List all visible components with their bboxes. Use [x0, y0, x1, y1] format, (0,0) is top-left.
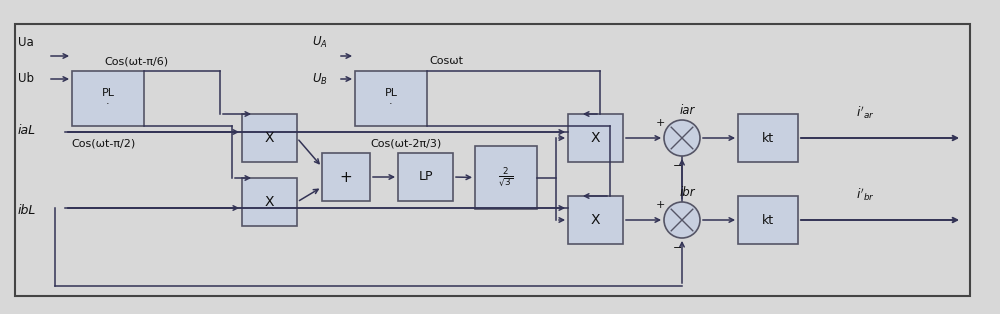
- Text: Cos(ωt-π/2): Cos(ωt-π/2): [71, 138, 135, 148]
- Text: $i'_{ar}$: $i'_{ar}$: [856, 105, 874, 121]
- FancyBboxPatch shape: [355, 71, 427, 126]
- Text: −: −: [673, 243, 683, 253]
- Text: ibr: ibr: [679, 186, 695, 198]
- Text: X: X: [265, 195, 274, 209]
- FancyBboxPatch shape: [568, 114, 623, 162]
- Text: −: −: [673, 161, 683, 171]
- FancyBboxPatch shape: [738, 196, 798, 244]
- FancyBboxPatch shape: [738, 114, 798, 162]
- Text: ibL: ibL: [18, 203, 36, 216]
- Text: Cosωt: Cosωt: [429, 56, 463, 66]
- Text: $\frac{2}{\sqrt{3}}$: $\frac{2}{\sqrt{3}}$: [498, 166, 514, 189]
- Text: X: X: [591, 213, 600, 227]
- FancyBboxPatch shape: [72, 71, 144, 126]
- Text: Ub: Ub: [18, 73, 34, 85]
- Text: PL
·: PL ·: [102, 88, 114, 109]
- Text: Cos(ωt-π/6): Cos(ωt-π/6): [104, 56, 168, 66]
- Text: +: +: [340, 170, 352, 185]
- Text: +: +: [656, 118, 665, 128]
- FancyBboxPatch shape: [322, 153, 370, 201]
- FancyBboxPatch shape: [475, 146, 537, 209]
- Text: iaL: iaL: [18, 123, 36, 137]
- Text: X: X: [265, 131, 274, 145]
- Text: $i'_{br}$: $i'_{br}$: [856, 187, 874, 203]
- Circle shape: [664, 202, 700, 238]
- Text: LP: LP: [418, 171, 433, 183]
- Text: kt: kt: [762, 214, 774, 226]
- Circle shape: [664, 120, 700, 156]
- Text: +: +: [656, 200, 665, 210]
- Text: kt: kt: [762, 132, 774, 144]
- Text: $U_A$: $U_A$: [312, 35, 328, 50]
- FancyBboxPatch shape: [398, 153, 453, 201]
- Text: iar: iar: [679, 104, 695, 116]
- Text: X: X: [591, 131, 600, 145]
- Text: $U_B$: $U_B$: [312, 72, 328, 87]
- Text: Cos(ωt-2π/3): Cos(ωt-2π/3): [370, 138, 442, 148]
- FancyBboxPatch shape: [568, 196, 623, 244]
- FancyBboxPatch shape: [242, 114, 297, 162]
- Text: PL
·: PL ·: [384, 88, 397, 109]
- FancyBboxPatch shape: [242, 178, 297, 226]
- Text: Ua: Ua: [18, 35, 34, 48]
